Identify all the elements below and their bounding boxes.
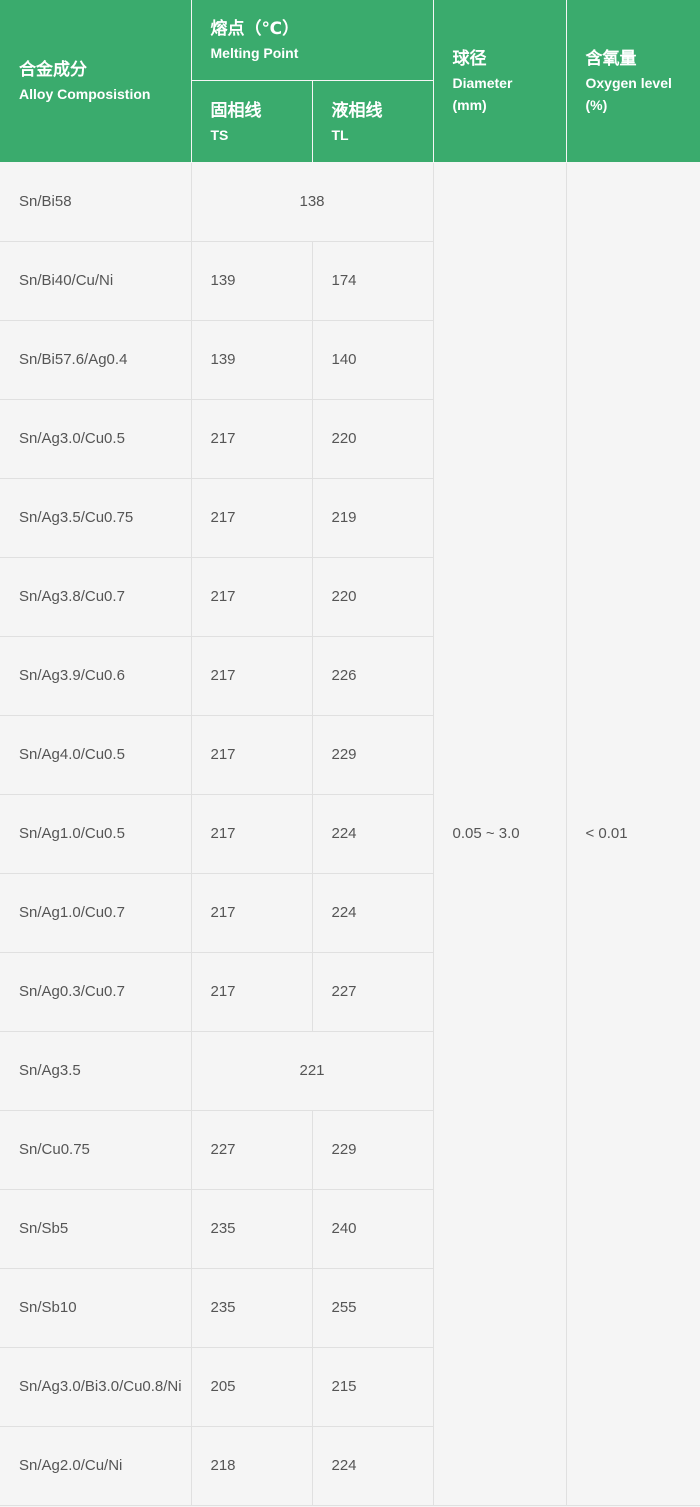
tl-cell: 240 xyxy=(311,1189,433,1269)
alloy-cell: Sn/Sb5 xyxy=(0,1189,192,1269)
tl-cell: 227 xyxy=(311,952,433,1032)
ts-cell: 217 xyxy=(190,399,313,479)
table-row: Sn/Ag3.5/Cu0.75 217 219 xyxy=(0,478,700,558)
header-diameter: 球径 Diameter (mm) xyxy=(432,0,567,163)
table-row: Sn/Sb5 235 240 xyxy=(0,1189,700,1269)
alloy-cell: Sn/Ag1.0/Cu0.5 xyxy=(0,794,192,874)
tl-cell: 229 xyxy=(311,715,433,795)
alloy-cell: Sn/Ag3.0/Cu0.5 xyxy=(0,399,192,479)
tl-cell: 174 xyxy=(311,241,433,321)
ts-cell: 217 xyxy=(190,715,313,795)
table-row: Sn/Cu0.75 227 229 xyxy=(0,1110,700,1190)
ts-cell: 235 xyxy=(190,1268,313,1348)
ts-cell: 227 xyxy=(190,1110,313,1190)
alloy-cell: Sn/Bi58 xyxy=(0,162,192,242)
oxygen-cell: < 0.01 xyxy=(565,162,700,1506)
melting-point-cell: 221 xyxy=(190,1031,433,1111)
ts-cell: 217 xyxy=(190,636,313,716)
table-row: Sn/Ag4.0/Cu0.5 217 229 xyxy=(0,715,700,795)
tl-cell: 224 xyxy=(311,873,433,953)
tl-cell: 224 xyxy=(311,1426,433,1506)
ts-cell: 217 xyxy=(190,557,313,637)
alloy-cell: Sn/Ag1.0/Cu0.7 xyxy=(0,873,192,953)
table-row: Sn/Ag3.0/Cu0.5 217 220 xyxy=(0,399,700,479)
alloy-cell: Sn/Sb10 xyxy=(0,1268,192,1348)
header-ts: 固相线 TS xyxy=(191,80,313,163)
table-row: Sn/Ag1.0/Cu0.5 217 224 xyxy=(0,794,700,874)
ts-cell: 139 xyxy=(190,320,313,400)
ts-cell: 205 xyxy=(190,1347,313,1427)
header-melting-point: 熔点（℃） Melting Point xyxy=(190,0,434,81)
ts-cell: 235 xyxy=(190,1189,313,1269)
table-row: Sn/Sb10 235 255 xyxy=(0,1268,700,1348)
alloy-cell: Sn/Ag4.0/Cu0.5 xyxy=(0,715,192,795)
alloy-cell: Sn/Ag3.9/Cu0.6 xyxy=(0,636,192,716)
alloy-cell: Sn/Ag3.5 xyxy=(0,1031,192,1111)
ts-cell: 217 xyxy=(190,478,313,558)
table-row: Sn/Ag3.9/Cu0.6 217 226 xyxy=(0,636,700,716)
tl-cell: 220 xyxy=(311,557,433,637)
ts-cell: 217 xyxy=(190,952,313,1032)
table-row: Sn/Ag1.0/Cu0.7 217 224 xyxy=(0,873,700,953)
alloy-cell: Sn/Ag3.0/Bi3.0/Cu0.8/Ni xyxy=(0,1347,192,1427)
table-row: Sn/Ag2.0/Cu/Ni 218 224 xyxy=(0,1426,700,1506)
header-tl: 液相线 TL xyxy=(311,80,433,163)
tl-cell: 220 xyxy=(311,399,433,479)
alloy-cell: Sn/Ag0.3/Cu0.7 xyxy=(0,952,192,1032)
ts-cell: 139 xyxy=(190,241,313,321)
diameter-cell: 0.05 ~ 3.0 xyxy=(432,162,567,1506)
alloy-cell: Sn/Ag3.8/Cu0.7 xyxy=(0,557,192,637)
tl-cell: 255 xyxy=(311,1268,433,1348)
tl-cell: 229 xyxy=(311,1110,433,1190)
header-oxygen: 含氧量 Oxygen level (%) xyxy=(565,0,700,163)
table-row: Sn/Ag3.8/Cu0.7 217 220 xyxy=(0,557,700,637)
alloy-cell: Sn/Cu0.75 xyxy=(0,1110,192,1190)
ts-cell: 217 xyxy=(190,794,313,874)
alloy-cell: Sn/Ag2.0/Cu/Ni xyxy=(0,1426,192,1506)
ts-cell: 217 xyxy=(190,873,313,953)
tl-cell: 140 xyxy=(311,320,433,400)
tl-cell: 224 xyxy=(311,794,433,874)
tl-cell: 215 xyxy=(311,1347,433,1427)
table-row: Sn/Ag0.3/Cu0.7 217 227 xyxy=(0,952,700,1032)
tl-cell: 219 xyxy=(311,478,433,558)
alloy-cell: Sn/Ag3.5/Cu0.75 xyxy=(0,478,192,558)
ts-cell: 218 xyxy=(190,1426,313,1506)
header-composition: 合金成分 Alloy Composistion xyxy=(0,0,192,163)
melting-point-cell: 138 xyxy=(190,162,434,242)
alloy-cell: Sn/Bi40/Cu/Ni xyxy=(0,241,192,321)
table-row: Sn/Ag3.5 221 xyxy=(0,1031,700,1111)
tl-cell: 226 xyxy=(311,636,433,716)
table-row: Sn/Bi58 138 0.05 ~ 3.0 < 0.01 xyxy=(0,162,700,1506)
alloy-cell: Sn/Bi57.6/Ag0.4 xyxy=(0,320,192,400)
table-row: Sn/Ag3.0/Bi3.0/Cu0.8/Ni 205 215 xyxy=(0,1347,700,1427)
